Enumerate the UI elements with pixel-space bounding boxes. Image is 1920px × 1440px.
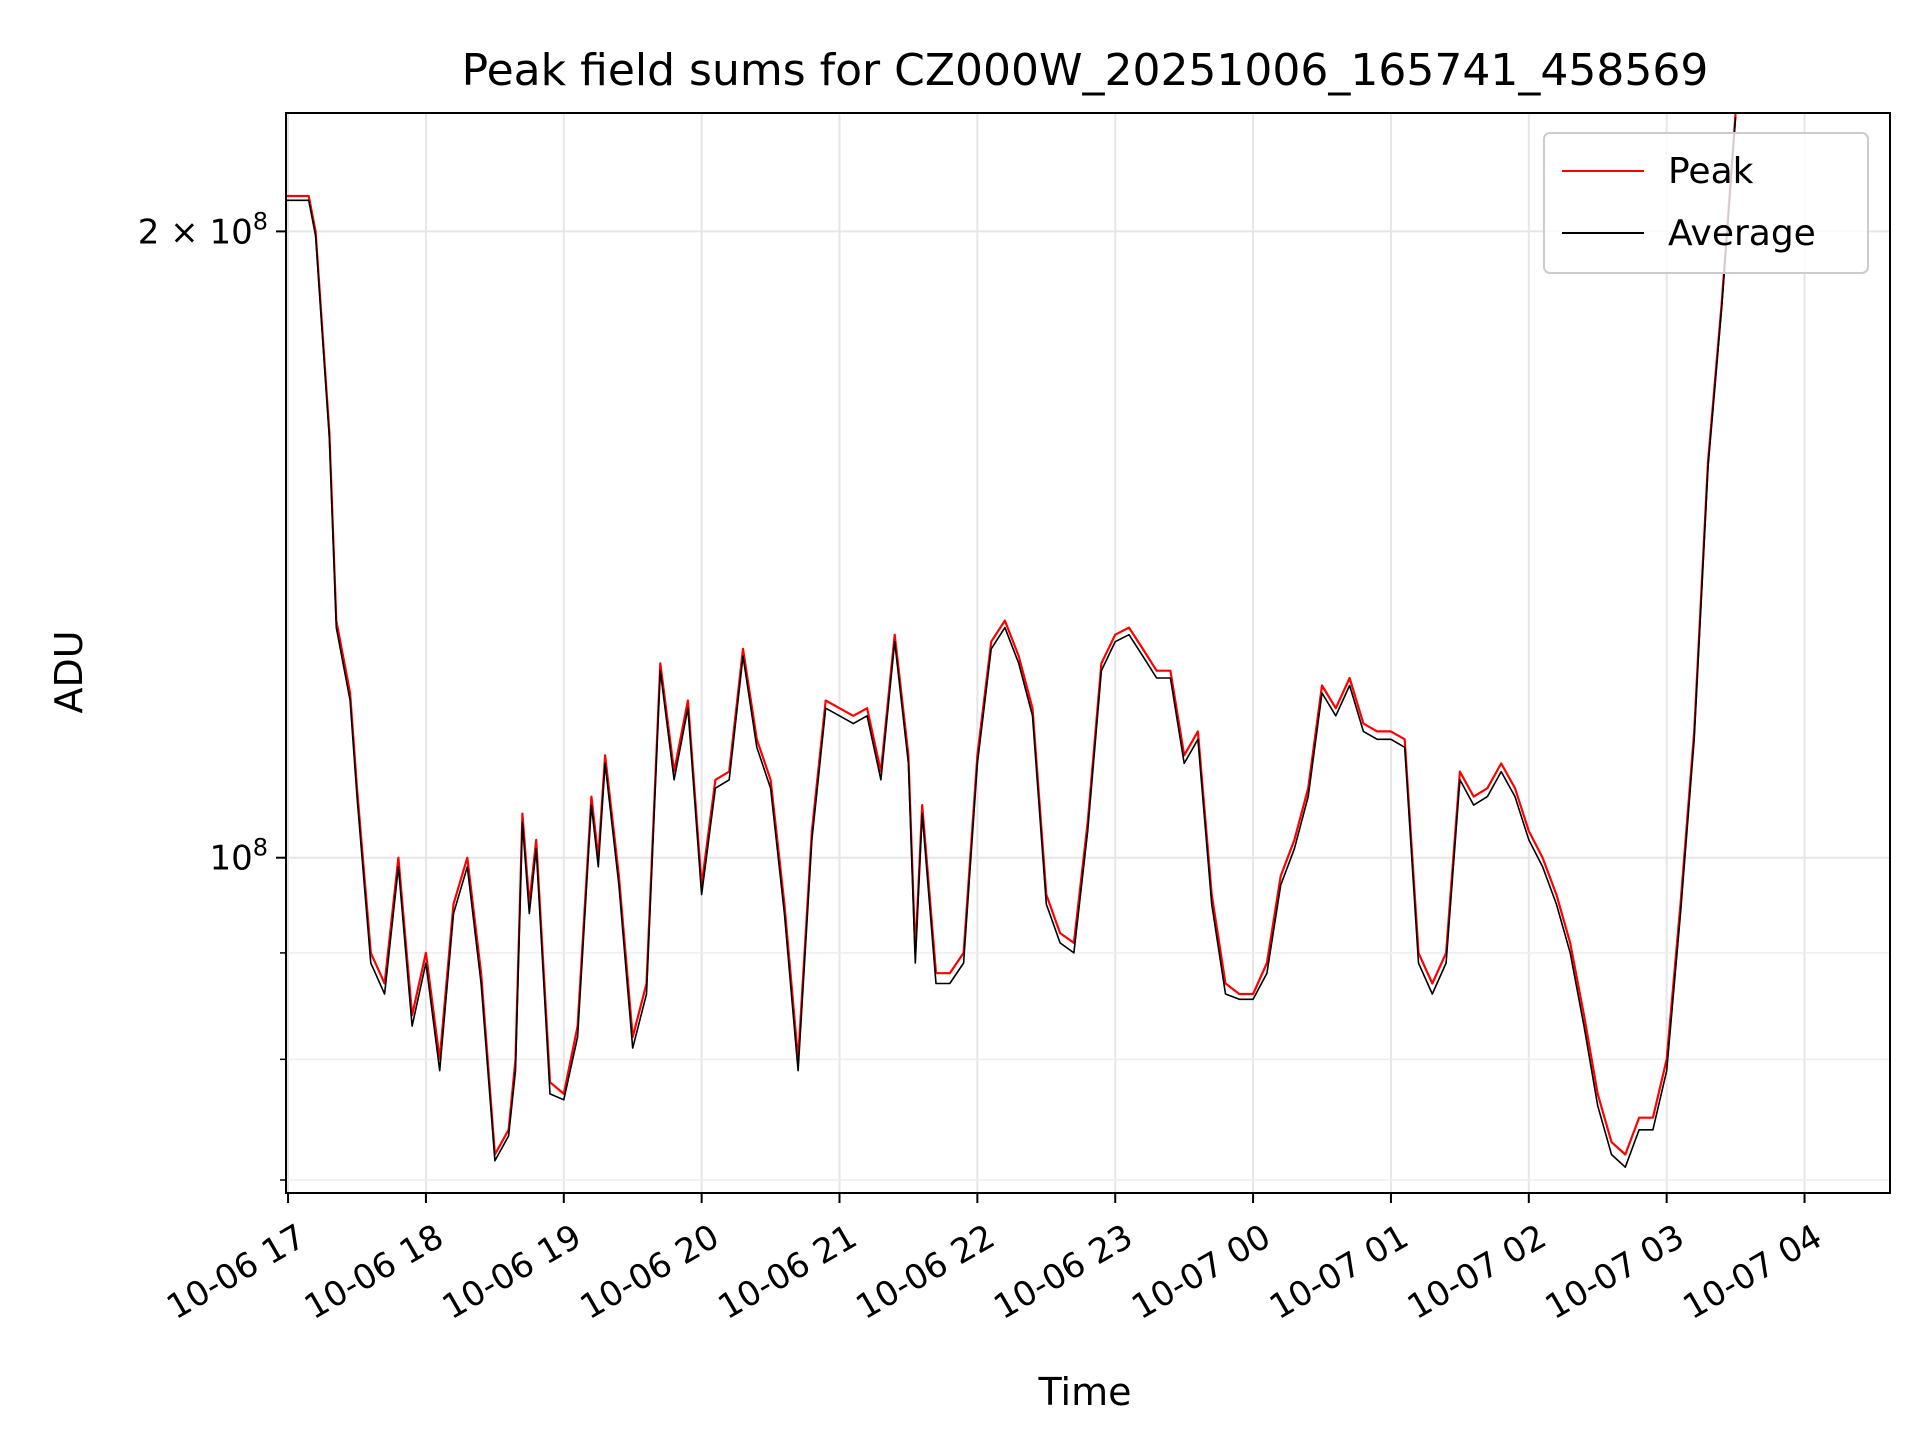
y-axis-ticks: 108 2 × 108	[138, 207, 286, 1181]
legend: Peak Average	[1543, 132, 1869, 274]
plot-frame	[285, 112, 1891, 1194]
legend-label-average: Average	[1668, 213, 1816, 254]
series-line-average	[286, 116, 1737, 1168]
series-lines	[286, 112, 1737, 1168]
legend-label-peak: Peak	[1668, 151, 1754, 192]
y-tick-label: 2 × 108	[138, 207, 268, 252]
chart-title: Peak field sums for CZ000W_20251006_1657…	[462, 45, 1709, 96]
x-axis-label: Time	[1038, 1370, 1132, 1414]
grid-lines	[286, 113, 1890, 1193]
legend-box	[1543, 132, 1869, 274]
y-tick-label: 108	[209, 834, 268, 879]
y-axis-label: ADU	[47, 630, 91, 713]
